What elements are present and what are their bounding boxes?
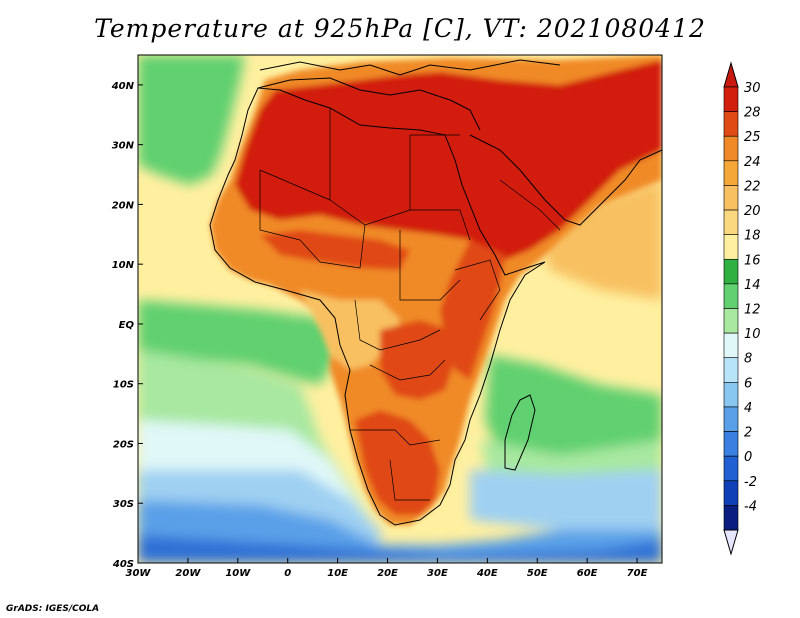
south-ocean-deep: [138, 535, 662, 563]
grads-credit: GrADS: IGES/COLA: [6, 604, 100, 614]
colorbar-swatch: [723, 308, 739, 334]
x-tick-label: 10E: [327, 568, 348, 579]
colorbar-swatch: [723, 86, 739, 112]
land-red-south: [355, 410, 440, 515]
indian-ocean-green: [485, 355, 662, 470]
border-line: [259, 170, 301, 241]
colorbar-label: 12: [744, 303, 761, 318]
colorbar-label: 10: [744, 327, 761, 342]
colorbar-swatch: [723, 357, 739, 383]
map-title: Temperature at 925hPa [C], VT: 202108041…: [94, 14, 706, 43]
plot-frame: [137, 54, 663, 564]
north-atlantic-cool: [138, 55, 245, 185]
y-tick-label: 40S: [112, 559, 134, 570]
colorbar-label: 16: [744, 253, 761, 268]
colorbar-label: 14: [744, 278, 761, 293]
colorbar-swatch: [723, 160, 739, 186]
indian-ocean-blue: [470, 470, 662, 530]
colorbar-label: 0: [744, 450, 752, 465]
colorbar-swatch: [723, 111, 739, 137]
colorbar-label: 2: [744, 426, 752, 441]
x-tick-label: 50E: [527, 568, 548, 579]
colorbar-swatch: [723, 258, 739, 285]
border-line: [259, 169, 331, 201]
colorbar-label: 25: [744, 130, 761, 145]
y-tick-label: 20S: [113, 439, 134, 450]
colorbar-swatch: [723, 406, 739, 432]
madagascar-coastline: [504, 394, 536, 471]
y-tick-label: EQ: [119, 320, 135, 331]
border-line: [499, 179, 561, 231]
colorbar-max-arrow: [723, 61, 739, 88]
y-tick-label: 30S: [113, 499, 134, 510]
colorbar-swatch: [723, 455, 739, 482]
arabian-sea-warm: [540, 180, 662, 300]
colorbar-swatch: [723, 382, 739, 408]
land-red-east: [440, 240, 505, 380]
x-tick-label: 20W: [175, 568, 201, 579]
border-line: [350, 429, 441, 446]
country-borders: [259, 108, 561, 501]
y-tick-label: 10N: [112, 260, 135, 271]
x-tick-label: 10W: [225, 568, 251, 579]
land-light-orange: [300, 290, 400, 370]
colorbar-label: -4: [744, 499, 757, 514]
x-tick-label: 30E: [427, 568, 448, 579]
border-line: [399, 230, 461, 301]
colorbar-label: 6: [744, 376, 752, 391]
y-tick-label: 40N: [111, 81, 135, 92]
colorbar-label: 28: [744, 106, 761, 121]
border-line: [354, 299, 441, 351]
colorbar-label: 20: [744, 204, 761, 219]
border-line: [454, 259, 501, 321]
mediterranean-coast: [257, 77, 481, 131]
colorbar-swatch: [723, 283, 739, 309]
colorbar-swatch: [723, 480, 739, 506]
x-tick-label: 0: [284, 568, 291, 579]
x-tick-label: 30W: [126, 568, 152, 579]
colorbar-swatch: [723, 209, 739, 235]
colorbar-swatch: [723, 234, 739, 260]
y-tick-label: 20N: [112, 200, 135, 211]
africa-coastline: [209, 87, 546, 526]
border-line: [299, 224, 366, 269]
colorbar-label: 8: [744, 352, 752, 367]
x-tick-label: 40E: [476, 568, 498, 579]
colorbar-min-arrow: [723, 529, 739, 556]
axis-ticks: 30W 20W 10W 0 10E 20E 30E 40E 50E 60E 70E 40N 30N 20N…: [111, 81, 648, 579]
land-red-sahel: [260, 230, 410, 270]
temperature-field: [138, 55, 662, 563]
border-line: [410, 209, 471, 241]
colorbar-label: -2: [744, 475, 757, 490]
border-line: [389, 459, 430, 501]
europe-coast: [259, 59, 561, 76]
coastlines: [209, 59, 663, 526]
arabia-coastline: [469, 134, 663, 226]
y-tick-label: 30N: [112, 141, 135, 152]
y-tick-label: 10S: [113, 380, 134, 391]
colorbar-label: 24: [744, 155, 761, 170]
colorbar-label: 4: [744, 401, 752, 416]
colorbar-label: 30: [744, 81, 761, 96]
border-line: [369, 359, 446, 381]
colorbar-swatch: [723, 431, 739, 457]
colorbar-swatch: [723, 332, 739, 359]
x-tick-label: 20E: [377, 568, 398, 579]
land-red-central: [380, 320, 455, 400]
colorbar-label: 18: [744, 229, 761, 244]
equatorial-atlantic-cool: [138, 300, 340, 385]
colorbar-swatch: [723, 505, 739, 531]
colorbar-swatch: [723, 185, 739, 211]
x-tick-label: 70E: [627, 568, 648, 579]
x-tick-label: 60E: [577, 568, 598, 579]
colorbar-label: 22: [744, 179, 761, 194]
colorbar-swatch: [723, 135, 739, 162]
